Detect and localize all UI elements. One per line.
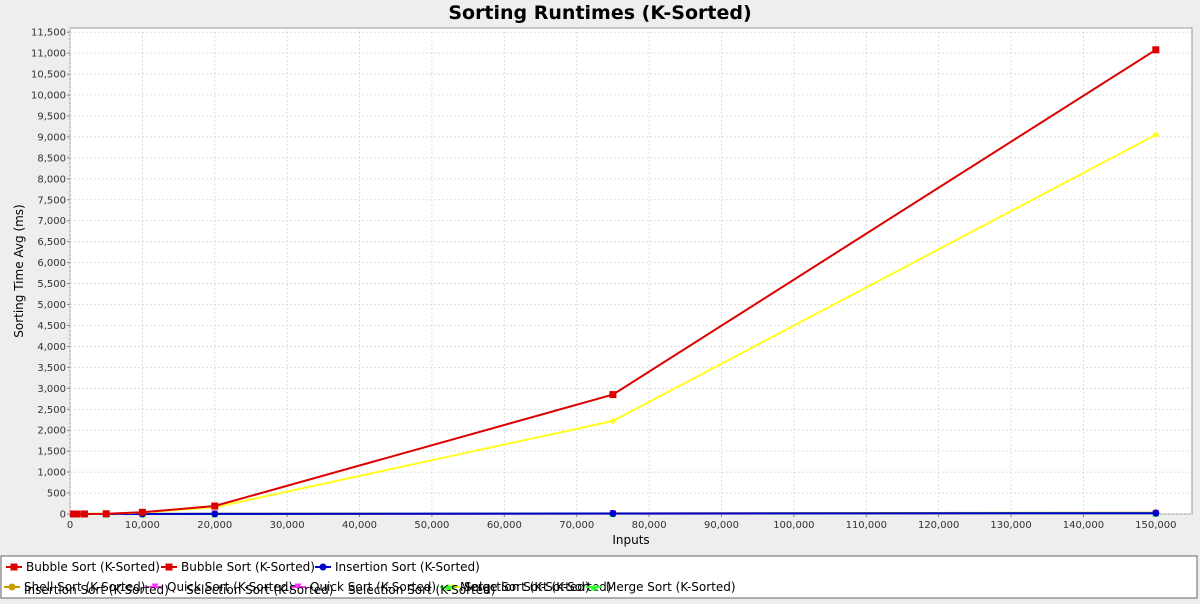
legend-label: Shell Sort (K-Sorted) <box>24 580 145 594</box>
legend-label: Insertion Sort (K-Sorted) <box>335 560 480 574</box>
series-markers <box>70 46 1160 518</box>
legend-marker <box>294 583 302 591</box>
y-tick-label: 1,500 <box>37 447 66 458</box>
data-point <box>1152 46 1160 54</box>
legend-overlap-label: Selection Sort (K-Sorted) <box>186 583 333 597</box>
legend-marker <box>444 583 452 591</box>
x-tick-label: 80,000 <box>632 520 667 531</box>
y-tick-label: 7,500 <box>37 195 66 206</box>
plot-area <box>69 27 1193 515</box>
x-tick-label: 10,000 <box>125 520 160 531</box>
y-tick-label: 8,500 <box>37 153 66 164</box>
x-tick-label: 50,000 <box>414 520 449 531</box>
y-tick-label: 4,000 <box>37 342 66 353</box>
x-tick-label: 70,000 <box>559 520 594 531</box>
legend-label: Merge Sort (K-Sorted) <box>606 580 736 594</box>
data-point <box>1152 131 1160 139</box>
data-point <box>138 508 146 516</box>
x-axis-label: Inputs <box>612 533 649 547</box>
data-point <box>211 502 219 510</box>
legend-marker <box>319 563 327 571</box>
x-tick-label: 40,000 <box>342 520 377 531</box>
legend: Bubble Sort (K-Sorted) Bubble Sort (K-Sor… <box>4 560 736 597</box>
y-tick-label: 9,000 <box>37 132 66 143</box>
legend-label: Merge Sort (K-Sorted) <box>460 580 590 594</box>
y-tick-label: 8,000 <box>37 174 66 185</box>
legend-label: Quick Sort (K-Sorted) <box>167 580 293 594</box>
y-tick-label: 500 <box>47 489 66 500</box>
x-tick-label: 0 <box>67 520 73 531</box>
y-tick-label: 6,000 <box>37 258 66 269</box>
y-tick-label: 5,500 <box>37 279 66 290</box>
y-tick-label: 10,500 <box>31 70 66 81</box>
grid-lines <box>69 28 1192 515</box>
legend-marker <box>8 583 16 591</box>
y-tick-label: 7,000 <box>37 216 66 227</box>
data-point <box>102 510 110 518</box>
data-point <box>70 510 78 518</box>
legend-label: Bubble Sort (K-Sorted) <box>181 560 315 574</box>
x-tick-label: 30,000 <box>270 520 305 531</box>
y-tick-label: 5,000 <box>37 300 66 311</box>
data-point <box>609 417 617 425</box>
x-tick-label: 120,000 <box>918 520 959 531</box>
x-tick-label: 20,000 <box>197 520 232 531</box>
x-tick-label: 100,000 <box>773 520 814 531</box>
chart-title: Sorting Runtimes (K-Sorted) <box>448 2 751 24</box>
data-point <box>73 510 81 518</box>
x-tick-label: 150,000 <box>1135 520 1176 531</box>
data-point <box>80 510 88 518</box>
legend-overlap-label: Insertion Sort (K-Sorted) <box>24 583 169 597</box>
x-tick-label: 110,000 <box>846 520 887 531</box>
y-tick-label: 11,500 <box>31 28 66 39</box>
x-tick-label: 140,000 <box>1063 520 1104 531</box>
y-tick-label: 10,000 <box>31 91 66 102</box>
y-tick-label: 3,000 <box>37 384 66 395</box>
data-point <box>609 509 617 517</box>
y-tick-label: 2,000 <box>37 426 66 437</box>
legend-overlap-label: Selection Sort (K-Sorted) <box>348 583 495 597</box>
data-point <box>1152 509 1160 517</box>
x-tick-label: 60,000 <box>487 520 522 531</box>
y-axis-label: Sorting Time Avg (ms) <box>12 204 26 338</box>
y-tick-label: 6,500 <box>37 237 66 248</box>
y-tick-label: 11,000 <box>31 49 66 60</box>
legend-marker <box>151 583 159 591</box>
x-tick-label: 130,000 <box>990 520 1031 531</box>
y-tick-label: 9,500 <box>37 111 66 122</box>
legend-marker <box>590 583 598 591</box>
x-tick-label: 90,000 <box>704 520 739 531</box>
legend-label: Bubble Sort (K-Sorted) <box>26 560 160 574</box>
y-tick-label: 3,500 <box>37 363 66 374</box>
legend-box <box>0 555 1198 599</box>
legend-label: Selection Sort (K-Sorted) <box>464 580 611 594</box>
y-tick-label: 2,500 <box>37 405 66 416</box>
y-tick-label: 1,000 <box>37 468 66 479</box>
y-tick-label: 0 <box>60 510 66 521</box>
data-point <box>609 391 617 399</box>
legend-label: Quick Sort (K-Sorted) <box>310 580 436 594</box>
legend-marker <box>165 563 173 571</box>
legend-marker <box>10 563 18 571</box>
data-point <box>211 510 219 518</box>
y-tick-label: 4,500 <box>37 321 66 332</box>
axes: 0 10,000 20,000 30,000 40,000 50,000 60,000 70,… <box>31 28 1176 531</box>
